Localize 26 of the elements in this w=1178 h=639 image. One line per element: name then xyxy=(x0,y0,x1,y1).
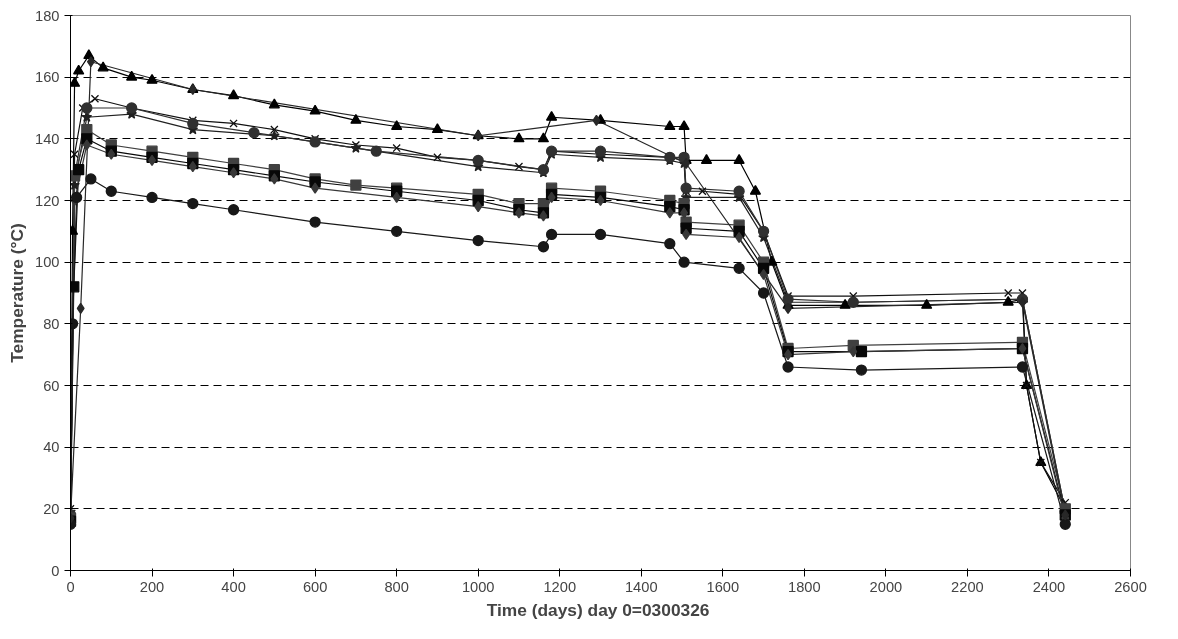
x-tick-label: 1200 xyxy=(543,578,577,595)
y-tick-label: 100 xyxy=(35,254,60,271)
x-tick-label: 1400 xyxy=(624,578,658,595)
x-tick-label: 1000 xyxy=(461,578,495,595)
x-tick-label: 600 xyxy=(302,578,328,595)
y-tick-label: 160 xyxy=(35,69,60,86)
x-tick-label: 2600 xyxy=(1114,578,1147,595)
y-tick-label: 20 xyxy=(43,500,60,517)
x-tick-label: 2200 xyxy=(951,578,984,595)
x-tick-label: 0 xyxy=(66,578,75,595)
y-tick-label: 140 xyxy=(35,130,60,147)
x-tick-label: 400 xyxy=(221,578,246,595)
x-tick-label: 800 xyxy=(384,578,409,595)
x-axis-title: Time (days) day 0=0300326 xyxy=(486,599,710,620)
y-axis-title: Temperature (°C) xyxy=(7,223,28,363)
x-tick-label: 1600 xyxy=(706,578,740,595)
y-tick-label: 60 xyxy=(43,377,60,394)
y-tick-label: 80 xyxy=(43,315,60,332)
y-tick-label: 180 xyxy=(35,7,60,24)
y-tick-label: 120 xyxy=(35,192,60,209)
x-tick-label: 1800 xyxy=(788,578,821,595)
x-tick-label: 2000 xyxy=(869,578,903,595)
y-tick-label: 40 xyxy=(43,439,60,456)
y-tick-label: 0 xyxy=(51,562,60,579)
x-tick-label: 2400 xyxy=(1032,578,1066,595)
x-tick-label: 200 xyxy=(139,578,165,595)
